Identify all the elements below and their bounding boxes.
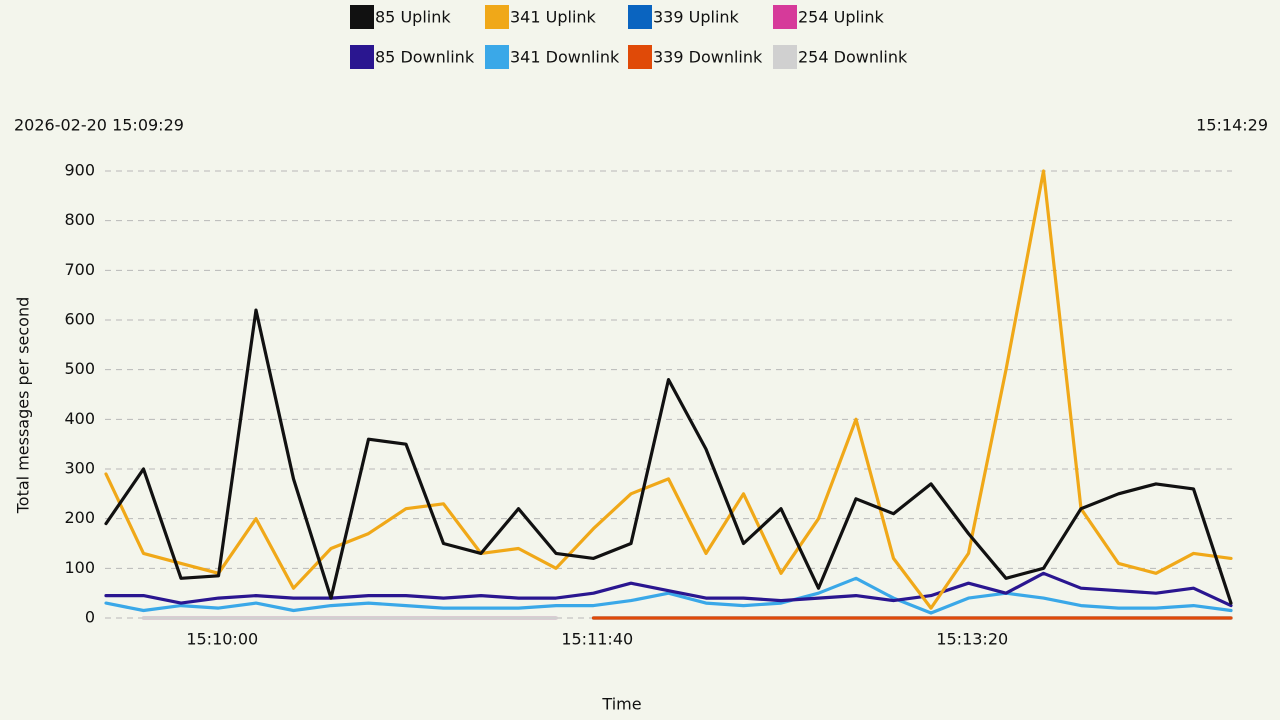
series-line bbox=[104, 571, 1233, 608]
legend-label: 339 Downlink bbox=[653, 48, 763, 67]
x-tick-label: 15:11:40 bbox=[561, 630, 633, 649]
y-tick-label: 800 bbox=[64, 210, 95, 229]
legend-label: 339 Uplink bbox=[653, 8, 740, 27]
legend-label: 341 Downlink bbox=[510, 48, 620, 67]
x-end-label: 15:14:29 bbox=[1196, 116, 1268, 135]
series-line bbox=[104, 169, 1233, 610]
legend-swatch bbox=[628, 45, 652, 69]
y-tick-label: 300 bbox=[64, 459, 95, 478]
x-tick-label: 15:10:00 bbox=[186, 630, 258, 649]
x-axis-label: Time bbox=[601, 695, 641, 714]
legend-swatch bbox=[485, 45, 509, 69]
series-line bbox=[104, 576, 1233, 615]
y-tick-label: 700 bbox=[64, 260, 95, 279]
y-tick-label: 200 bbox=[64, 508, 95, 527]
y-axis-label: Total messages per second bbox=[14, 297, 33, 515]
y-tick-label: 0 bbox=[85, 608, 95, 627]
legend-label: 85 Downlink bbox=[375, 48, 475, 67]
legend-label: 254 Uplink bbox=[798, 8, 885, 27]
y-tick-label: 400 bbox=[64, 409, 95, 428]
legend-swatch bbox=[773, 5, 797, 29]
series-line bbox=[104, 308, 1233, 605]
y-tick-label: 900 bbox=[64, 161, 95, 180]
legend-swatch bbox=[628, 5, 652, 29]
legend-label: 341 Uplink bbox=[510, 8, 597, 27]
legend-swatch bbox=[350, 45, 374, 69]
legend-label: 254 Downlink bbox=[798, 48, 908, 67]
legend-swatch bbox=[485, 5, 509, 29]
legend-swatch bbox=[350, 5, 374, 29]
y-tick-label: 600 bbox=[64, 310, 95, 329]
legend-label: 85 Uplink bbox=[375, 8, 451, 27]
x-tick-label: 15:13:20 bbox=[936, 630, 1008, 649]
y-tick-label: 500 bbox=[64, 359, 95, 378]
legend-swatch bbox=[773, 45, 797, 69]
x-start-label: 2026-02-20 15:09:29 bbox=[14, 116, 184, 135]
y-tick-label: 100 bbox=[64, 558, 95, 577]
